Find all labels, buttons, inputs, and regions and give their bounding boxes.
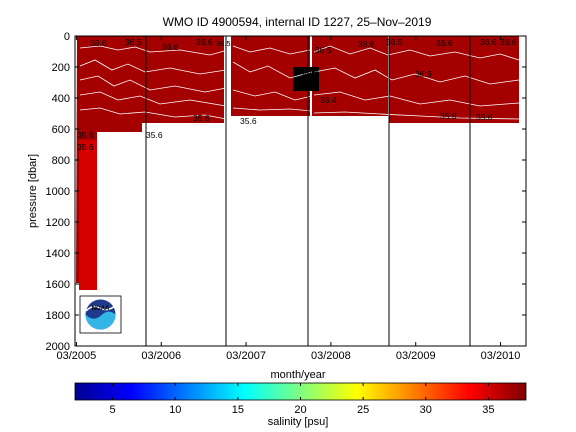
contour-label: 35.6: [240, 116, 257, 126]
contour-line: [313, 91, 520, 107]
colorbar-tick-label: 15: [232, 404, 244, 416]
colorbar-tick-label: 25: [357, 404, 369, 416]
y-tick-label: 800: [52, 155, 70, 167]
x-tick-label: 03/2009: [396, 350, 436, 362]
contour-label: 36.5: [386, 37, 403, 47]
contour-label: 35.6: [146, 130, 163, 140]
contour-line: [313, 67, 520, 85]
salinity-gap-block: [293, 67, 319, 91]
contour-line: [313, 45, 520, 61]
contour-labels: 36.6 36.5 36.6 36.6 36.5 36.5 36.6 36.4 …: [77, 37, 517, 152]
contour-line: [232, 61, 313, 79]
contour-label: 36.5: [216, 39, 231, 48]
contour-line: [79, 59, 227, 75]
contour-label: 36.6: [302, 67, 319, 77]
contour-label: 36.6: [500, 37, 517, 47]
contour-label: 35.6: [77, 130, 94, 140]
contour-label: 36.6: [358, 39, 375, 49]
contour-label: 35.6: [476, 112, 493, 122]
colorbar-tick-label: 5: [110, 404, 116, 416]
contour-label: 36.6: [196, 37, 213, 47]
contour-label: 36.5: [315, 45, 332, 55]
y-tick-label: 400: [52, 93, 70, 105]
contour-label: 35.6: [77, 142, 94, 152]
contour-label: 36.6: [162, 42, 179, 52]
contour-line: [79, 107, 227, 120]
y-tick-label: 600: [52, 124, 70, 136]
chart-title: WMO ID 4900594, internal ID 1227, 25–Nov…: [163, 15, 432, 29]
colorbar-tick-label: 10: [169, 404, 181, 416]
y-tick-label: 1600: [46, 279, 70, 291]
y-tick-label: 0: [64, 31, 70, 43]
contour-line: [232, 89, 313, 101]
contour-label: 36.6: [90, 38, 107, 48]
x-tick-label: 03/2007: [226, 350, 266, 362]
colorbar-tick-label: 20: [294, 404, 306, 416]
contour-lines: [79, 45, 520, 120]
colorbar-tick-label: 30: [420, 404, 432, 416]
salinity-field: 36.6 36.5 36.6 36.6 36.5 36.5 36.6 36.4 …: [76, 36, 520, 346]
salinity-block-2009: [389, 36, 519, 123]
y-tick-label: 1000: [46, 186, 70, 198]
colorbar: 5 10 15 20 25 30 35 salinity [psu]: [74, 382, 527, 428]
y-tick-label: 200: [52, 62, 70, 74]
contour-label: 35.6: [440, 111, 457, 121]
contour-line: [79, 91, 227, 107]
y-tick-label: 1400: [46, 248, 70, 260]
contour-line: [79, 75, 227, 93]
contour-label: 36.4: [320, 95, 337, 105]
x-tick-label: 03/2008: [311, 350, 351, 362]
y-tick-label: 1800: [46, 310, 70, 322]
plot-area: 36.6 36.5 36.6 36.6 36.5 36.5 36.6 36.4 …: [74, 35, 527, 347]
contour-line: [232, 107, 313, 112]
salinity-block-2008: [312, 36, 388, 116]
y-tick-label: 1200: [46, 217, 70, 229]
year-divider-lines: [145, 36, 471, 346]
x-axis-label: month/year: [270, 369, 325, 381]
contour-label: 36.6: [436, 38, 453, 48]
y-axis-label: pressure [dbar]: [27, 154, 39, 228]
svg-text:NOAA: NOAA: [92, 306, 110, 312]
contour-line: [232, 45, 311, 55]
x-tick-label: 03/2005: [57, 350, 97, 362]
x-axis: 03/2005 03/2006 03/2007 03/2008 03/2009 03/20…: [57, 36, 521, 362]
x-tick-label: 03/2010: [481, 350, 521, 362]
contour-line: [79, 45, 229, 56]
colorbar-ticks: 5 10 15 20 25 30 35: [110, 383, 495, 416]
y-axis: 0 200 400 600 800 1000 1200 1400 1600 1800 2000: [46, 31, 526, 353]
noaa-logo: NOAA: [79, 295, 122, 334]
contour-label: 36.5: [125, 37, 142, 47]
x-tick-label: 03/2006: [141, 350, 181, 362]
contour-label: 36.6: [480, 37, 497, 47]
y-tick-label: 2000: [46, 341, 70, 353]
colorbar-label: salinity [psu]: [268, 416, 329, 428]
colorbar-tick-label: 35: [482, 404, 494, 416]
contour-label: 35.6: [193, 113, 210, 123]
contour-label: 36.6: [415, 69, 432, 79]
salinity-block-2005-deep: [79, 140, 97, 290]
